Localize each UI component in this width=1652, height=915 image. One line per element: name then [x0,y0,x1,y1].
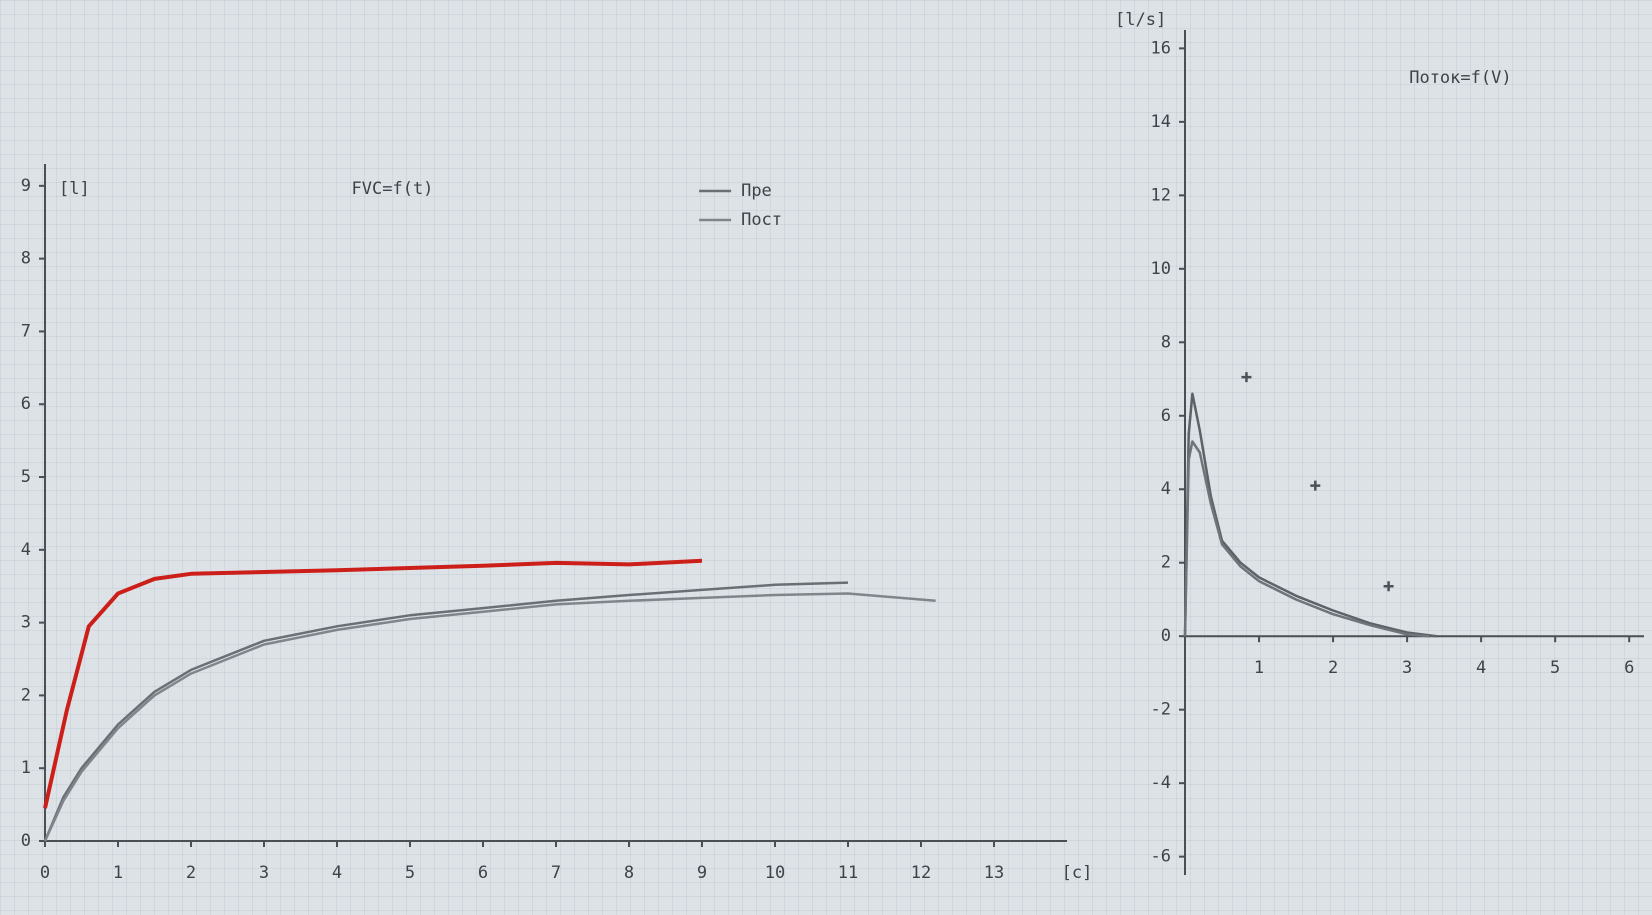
y-tick-label: 8 [21,249,31,269]
x-tick-label: 4 [1476,658,1486,678]
x-tick-label: 1 [1254,658,1264,678]
legend-label: Пост [741,210,782,230]
y-tick-label: 6 [1161,406,1171,426]
x-tick-label: 6 [478,863,488,883]
x-tick-label: 13 [984,863,1004,883]
x-tick-label: 2 [1328,658,1338,678]
y-tick-label: 4 [21,540,31,560]
x-tick-label: 2 [186,863,196,883]
chart-title: Поток=f(V) [1409,68,1511,88]
x-tick-label: 6 [1624,658,1634,678]
x-tick-label: 8 [624,863,634,883]
x-tick-label: 7 [551,863,561,883]
data-line [45,583,848,841]
x-tick-label: 9 [697,863,707,883]
data-line [1185,442,1429,637]
y-tick-label: 16 [1151,38,1171,58]
marker [1310,481,1320,491]
x-tick-label: 12 [911,863,931,883]
y-tick-label: 14 [1151,112,1171,132]
x-tick-label: 5 [405,863,415,883]
marker [1384,581,1394,591]
x-tick-label: 3 [259,863,269,883]
y-tick-label: 4 [1161,479,1171,499]
x-tick-label: 0 [40,863,50,883]
y-tick-label: 10 [1151,259,1171,279]
chart-title: FVC=f(t) [352,179,434,199]
x-tick-label: 10 [765,863,785,883]
y-tick-label: -4 [1151,773,1171,793]
y-tick-label: 0 [21,831,31,851]
y-tick-label: -2 [1151,700,1171,720]
data-line [1185,394,1437,637]
y-axis-label: [l] [59,179,90,199]
x-tick-label: 3 [1402,658,1412,678]
y-tick-label: 8 [1161,332,1171,352]
chart-sheet: 0123456789012345678910111213FVC=f(t)[l][… [0,0,1652,915]
y-tick-label: 2 [21,685,31,705]
y-axis-label: [l/s] [1115,10,1166,30]
page: {"chart_data": [ {"type": "line", "title… [0,0,1652,915]
legend-label: Пре [741,181,772,201]
y-tick-label: 1 [21,758,31,778]
y-tick-label: -6 [1151,847,1171,867]
x-axis-label: [c] [1062,863,1093,883]
data-line [45,594,936,842]
x-tick-label: 1 [113,863,123,883]
y-tick-label: 0 [1161,626,1171,646]
y-tick-label: 6 [21,394,31,414]
y-tick-label: 3 [21,613,31,633]
x-tick-label: 5 [1550,658,1560,678]
y-tick-label: 9 [21,176,31,196]
x-tick-label: 11 [838,863,858,883]
y-tick-label: 12 [1151,185,1171,205]
y-tick-label: 5 [21,467,31,487]
marker [1241,372,1251,382]
x-tick-label: 4 [332,863,342,883]
y-tick-label: 2 [1161,553,1171,573]
y-tick-label: 7 [21,321,31,341]
